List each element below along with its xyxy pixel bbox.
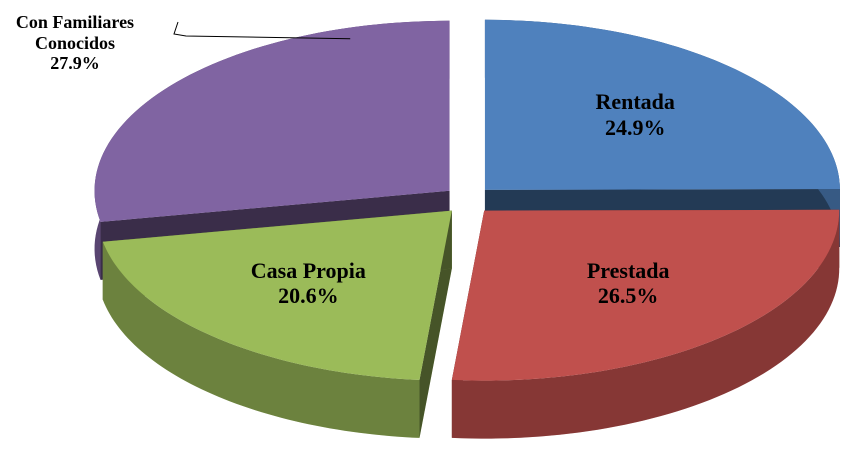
leader-line	[173, 21, 351, 40]
value-label: 24.9%	[604, 114, 666, 140]
slice	[102, 210, 452, 438]
value-label: 20.6%	[278, 283, 339, 309]
slice-label: Casa Propia 20.6%	[208, 258, 408, 309]
slice-wall	[102, 241, 420, 438]
slice-label: Con Familiares Conocidos 27.9%	[0, 12, 150, 74]
slice-wall-shade	[102, 241, 420, 438]
category-label: Con Familiares Conocidos	[15, 12, 135, 53]
slice-wall-shade	[451, 209, 840, 439]
slice-top	[102, 210, 452, 380]
slice-label: Prestada 26.5%	[528, 258, 728, 309]
slice-top	[94, 20, 450, 222]
slice	[451, 209, 840, 439]
slice-wall	[451, 209, 840, 439]
slice-label: Rentada 24.9%	[535, 89, 735, 140]
value-label: 27.9%	[50, 53, 100, 74]
category-label: Rentada	[595, 89, 675, 115]
slice-top	[451, 209, 840, 381]
category-label: Casa Propia	[250, 258, 366, 284]
value-label: 26.5%	[597, 283, 659, 309]
slice-top	[484, 19, 840, 190]
category-label: Prestada	[586, 257, 670, 283]
